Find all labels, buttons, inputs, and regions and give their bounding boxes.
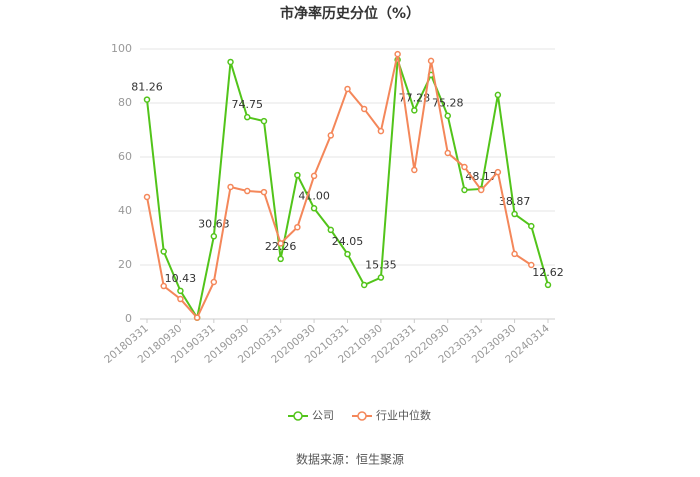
data-point	[344, 250, 351, 258]
data-point	[210, 233, 218, 240]
data-point	[394, 50, 401, 58]
y-tick-label: 100	[111, 42, 132, 55]
data-point	[327, 226, 335, 234]
legend-marker	[293, 411, 303, 421]
data-point	[360, 105, 368, 113]
data-label: 41.00	[298, 189, 330, 202]
data-point	[444, 149, 451, 157]
data-label: 77.28	[399, 91, 431, 104]
data-point	[244, 113, 251, 121]
data-point	[511, 250, 518, 258]
data-point	[377, 274, 385, 281]
data-point	[210, 278, 218, 286]
data-label: 12.62	[532, 266, 564, 279]
data-label: 15.35	[365, 259, 397, 272]
source: 数据来源：恒生聚源	[296, 452, 404, 467]
data-point	[143, 96, 151, 103]
data-point	[411, 166, 418, 174]
data-point	[461, 163, 468, 171]
data-point	[494, 91, 502, 99]
data-point	[461, 186, 468, 194]
data-label: 10.43	[165, 272, 197, 285]
data-point	[143, 193, 151, 201]
data-point	[294, 171, 301, 179]
data-point	[494, 168, 502, 176]
series-line	[146, 53, 532, 320]
data-point	[244, 187, 251, 195]
data-label: 24.05	[332, 235, 364, 248]
y-tick-label: 0	[125, 312, 132, 325]
data-point	[277, 255, 284, 263]
data-label: 38.87	[499, 195, 531, 208]
data-point	[260, 117, 268, 125]
y-tick-label: 80	[118, 96, 132, 109]
legend-label: 公司	[312, 409, 334, 422]
data-point	[360, 281, 368, 289]
data-point	[511, 210, 518, 218]
data-point	[227, 58, 234, 66]
data-point	[177, 287, 184, 295]
data-point	[528, 261, 535, 269]
data-point	[227, 183, 234, 191]
data-point	[160, 248, 167, 255]
data-point	[427, 57, 435, 65]
data-point	[277, 240, 284, 247]
y-tick-label: 20	[118, 258, 132, 271]
data-point	[377, 127, 385, 135]
data-label: 81.26	[131, 81, 163, 94]
data-label: 75.28	[432, 97, 464, 110]
data-point	[193, 314, 201, 321]
data-point	[294, 223, 301, 231]
data-label: 74.75	[232, 98, 264, 111]
legend-marker	[357, 411, 367, 421]
data-point	[544, 281, 552, 289]
data-point	[327, 132, 335, 139]
chart-title: 市净率历史分位（%）	[280, 5, 420, 22]
data-point	[477, 186, 485, 194]
y-tick-label: 40	[118, 204, 132, 217]
data-point	[444, 112, 451, 119]
series-line	[146, 59, 549, 321]
data-point	[310, 205, 318, 212]
data-point	[260, 188, 268, 196]
legend-label: 行业中位数	[376, 408, 431, 422]
data-point	[344, 85, 351, 93]
data-point	[177, 295, 184, 303]
y-tick-label: 60	[118, 150, 132, 163]
data-point	[411, 107, 418, 114]
data-point	[160, 282, 167, 290]
data-point	[310, 172, 318, 180]
data-point	[528, 222, 535, 230]
data-label: 30.63	[198, 217, 230, 230]
